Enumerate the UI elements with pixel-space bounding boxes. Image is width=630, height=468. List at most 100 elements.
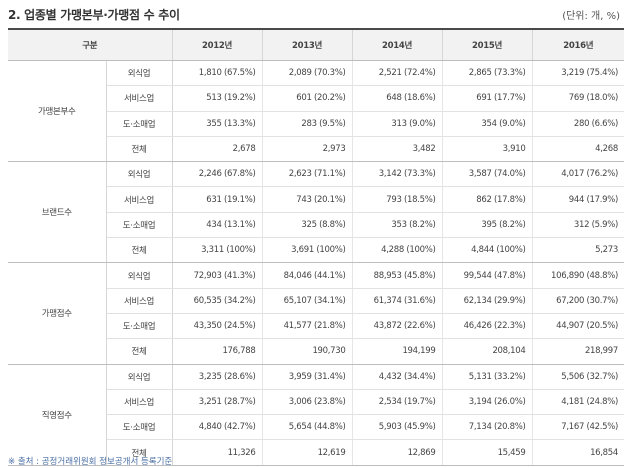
value-cell: 280 (6.6%) bbox=[532, 111, 625, 137]
industry-label: 도·소매업 bbox=[106, 212, 173, 239]
franchise-stats-table: 구분 2012년 2013년 2014년 2015년 2016년 가맹본부수 외식… bbox=[8, 28, 625, 466]
value-cell: 176,788 bbox=[172, 338, 263, 365]
value-cell: 355 (13.3%) bbox=[172, 111, 263, 137]
industry-label: 서비스업 bbox=[106, 288, 173, 314]
value-cell: 67,200 (30.7%) bbox=[532, 288, 625, 314]
industry-label: 도·소매업 bbox=[106, 111, 173, 137]
value-cell: 3,959 (31.4%) bbox=[262, 364, 353, 390]
value-cell: 62,134 (29.9%) bbox=[442, 288, 533, 314]
table-row: 가맹점수 외식업 72,903 (41.3%) 84,046 (44.1%) 88,95… bbox=[8, 262, 625, 365]
industry-label: 도·소매업 bbox=[106, 313, 173, 340]
value-cell: 61,374 (31.6%) bbox=[352, 288, 443, 314]
value-cell: 208,104 bbox=[442, 338, 533, 365]
value-cell: 793 (18.5%) bbox=[352, 186, 443, 213]
table-row: 브랜드수 외식업 2,246 (67.8%) 2,623 (71.1%) 3,142 (… bbox=[8, 161, 625, 264]
industry-label: 전체 bbox=[106, 338, 173, 365]
value-cell: 84,046 (44.1%) bbox=[262, 262, 353, 289]
value-cell: 2,973 bbox=[262, 136, 353, 163]
value-cell: 4,432 (34.4%) bbox=[352, 364, 443, 390]
industry-label: 전체 bbox=[106, 237, 173, 264]
group-label: 가맹본부수 bbox=[8, 60, 107, 163]
value-cell: 41,577 (21.8%) bbox=[262, 313, 353, 340]
value-cell: 3,910 bbox=[442, 136, 533, 163]
value-cell: 3,235 (28.6%) bbox=[172, 364, 263, 390]
value-cell: 648 (18.6%) bbox=[352, 85, 443, 112]
value-cell: 1,810 (67.5%) bbox=[172, 60, 263, 87]
value-cell: 5,131 (33.2%) bbox=[442, 364, 533, 390]
value-cell: 2,623 (71.1%) bbox=[262, 161, 353, 188]
value-cell: 312 (5.9%) bbox=[532, 212, 625, 239]
value-cell: 862 (17.8%) bbox=[442, 186, 533, 213]
industry-label: 전체 bbox=[106, 439, 173, 466]
value-cell: 12,869 bbox=[352, 439, 443, 466]
value-cell: 944 (17.9%) bbox=[532, 186, 625, 213]
value-cell: 4,268 bbox=[532, 136, 625, 163]
industry-label: 외식업 bbox=[106, 161, 173, 188]
value-cell: 2,865 (73.3%) bbox=[442, 60, 533, 87]
value-cell: 60,535 (34.2%) bbox=[172, 288, 263, 314]
table-row: 서비스업 631 (19.1%) 743 (20.1%) 793 (18.5%) 862… bbox=[8, 186, 625, 213]
value-cell: 2,678 bbox=[172, 136, 263, 163]
industry-label: 서비스업 bbox=[106, 85, 173, 112]
industry-label: 외식업 bbox=[106, 364, 173, 390]
industry-label: 외식업 bbox=[106, 60, 173, 87]
table-row: 서비스업 513 (19.2%) 601 (20.2%) 648 (18.6%) 691… bbox=[8, 85, 625, 112]
value-cell: 601 (20.2%) bbox=[262, 85, 353, 112]
industry-label: 서비스업 bbox=[106, 186, 173, 213]
value-cell: 4,840 (42.7%) bbox=[172, 414, 263, 441]
value-cell: 16,854 bbox=[532, 439, 625, 466]
value-cell: 5,273 bbox=[532, 237, 625, 264]
header-year-2013: 2013년 bbox=[261, 29, 353, 61]
value-cell: 3,311 (100%) bbox=[172, 237, 263, 264]
table-row: 서비스업 60,535 (34.2%) 65,107 (34.1%) 61,374 (… bbox=[8, 288, 625, 314]
value-cell: 11,326 bbox=[172, 439, 263, 466]
section-title: 2. 업종별 가맹본부·가맹점 수 추이 bbox=[8, 8, 180, 22]
value-cell: 4,288 (100%) bbox=[352, 237, 443, 264]
table-row: 도·소매업 43,350 (24.5%) 41,577 (21.8%) 43,872 … bbox=[8, 313, 625, 340]
value-cell: 3,587 (74.0%) bbox=[442, 161, 533, 188]
header-category: 구분 bbox=[8, 29, 173, 61]
unit-label: (단위: 개, %) bbox=[562, 11, 620, 22]
header-row: 구분 2012년 2013년 2014년 2015년 2016년 bbox=[8, 29, 625, 61]
table-row: 전체 176,788 190,730 194,199 208,104 218,997 bbox=[8, 338, 625, 365]
table-row: 도·소매업 434 (13.1%) 325 (8.8%) 353 (8.2%) 395 … bbox=[8, 212, 625, 239]
value-cell: 283 (9.5%) bbox=[262, 111, 353, 137]
group-label: 직영점수 bbox=[8, 364, 107, 466]
table-row: 가맹본부수 외식업 1,810 (67.5%) 2,089 (70.3%) 2,521 … bbox=[8, 60, 625, 163]
value-cell: 7,134 (20.8%) bbox=[442, 414, 533, 441]
value-cell: 354 (9.0%) bbox=[442, 111, 533, 137]
table-row: 전체 2,678 2,973 3,482 3,910 4,268 bbox=[8, 136, 625, 163]
value-cell: 5,903 (45.9%) bbox=[352, 414, 443, 441]
value-cell: 190,730 bbox=[262, 338, 353, 365]
value-cell: 2,089 (70.3%) bbox=[262, 60, 353, 87]
value-cell: 513 (19.2%) bbox=[172, 85, 263, 112]
value-cell: 99,544 (47.8%) bbox=[442, 262, 533, 289]
value-cell: 4,844 (100%) bbox=[442, 237, 533, 264]
value-cell: 194,199 bbox=[352, 338, 443, 365]
value-cell: 3,691 (100%) bbox=[262, 237, 353, 264]
value-cell: 65,107 (34.1%) bbox=[262, 288, 353, 314]
value-cell: 434 (13.1%) bbox=[172, 212, 263, 239]
value-cell: 3,142 (73.3%) bbox=[352, 161, 443, 188]
header-year-2014: 2014년 bbox=[351, 29, 443, 61]
value-cell: 3,006 (23.8%) bbox=[262, 389, 353, 416]
value-cell: 46,426 (22.3%) bbox=[442, 313, 533, 340]
value-cell: 5,506 (32.7%) bbox=[532, 364, 625, 390]
industry-label: 도·소매업 bbox=[106, 414, 173, 441]
table-row: 도·소매업 355 (13.3%) 283 (9.5%) 313 (9.0%) 354 … bbox=[8, 111, 625, 137]
table-row: 직영점수 외식업 3,235 (28.6%) 3,959 (31.4%) 4,432 (… bbox=[8, 364, 625, 466]
value-cell: 2,521 (72.4%) bbox=[352, 60, 443, 87]
value-cell: 43,872 (22.6%) bbox=[352, 313, 443, 340]
value-cell: 88,953 (45.8%) bbox=[352, 262, 443, 289]
value-cell: 691 (17.7%) bbox=[442, 85, 533, 112]
industry-label: 서비스업 bbox=[106, 389, 173, 416]
value-cell: 5,654 (44.8%) bbox=[262, 414, 353, 441]
value-cell: 43,350 (24.5%) bbox=[172, 313, 263, 340]
value-cell: 3,219 (75.4%) bbox=[532, 60, 625, 87]
value-cell: 7,167 (42.5%) bbox=[532, 414, 625, 441]
value-cell: 3,194 (26.0%) bbox=[442, 389, 533, 416]
header-year-2016: 2016년 bbox=[531, 29, 625, 61]
source-note: ※ 출처 : 공정거래위원회 정보공개서 등록기준 bbox=[8, 457, 173, 467]
value-cell: 72,903 (41.3%) bbox=[172, 262, 263, 289]
